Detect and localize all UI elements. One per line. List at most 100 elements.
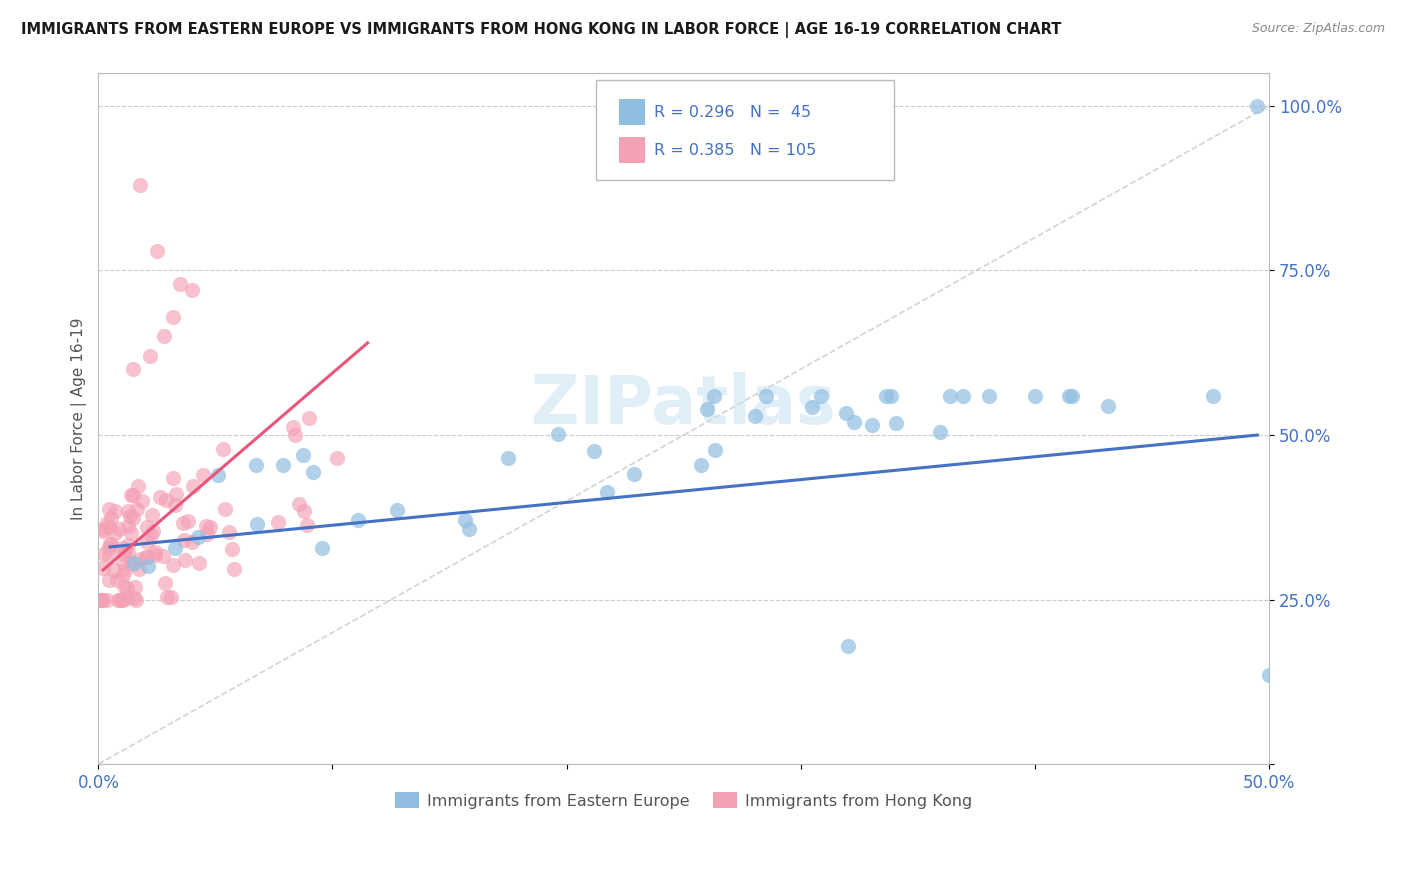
Text: Source: ZipAtlas.com: Source: ZipAtlas.com	[1251, 22, 1385, 36]
Point	[844, 415, 866, 429]
Text: R = 0.385   N = 105: R = 0.385 N = 105	[654, 143, 817, 158]
Point	[91, 524, 114, 538]
Point	[107, 592, 129, 607]
Point	[100, 537, 122, 551]
Point	[800, 401, 823, 415]
Point	[195, 526, 218, 541]
Point	[181, 283, 204, 297]
Point	[117, 504, 139, 518]
Point	[165, 498, 187, 512]
Point	[835, 406, 858, 420]
Text: ZIPatlas: ZIPatlas	[531, 372, 837, 438]
Point	[292, 504, 315, 518]
Point	[131, 494, 153, 508]
Point	[136, 535, 159, 549]
Point	[122, 362, 145, 376]
Point	[141, 528, 163, 542]
Point	[162, 310, 184, 324]
Point	[108, 522, 131, 536]
Point	[135, 549, 157, 564]
Point	[181, 479, 204, 493]
Y-axis label: In Labor Force | Age 16-19: In Labor Force | Age 16-19	[72, 318, 87, 520]
Bar	[619, 136, 645, 163]
Point	[117, 546, 139, 560]
Point	[155, 492, 177, 507]
Point	[288, 497, 311, 511]
Point	[297, 518, 319, 533]
Point	[1097, 399, 1119, 413]
Point	[169, 277, 191, 291]
Point	[875, 388, 897, 402]
Point	[97, 541, 120, 555]
Text: R = 0.296   N =  45: R = 0.296 N = 45	[654, 105, 811, 120]
Point	[156, 590, 179, 604]
Point	[696, 401, 718, 416]
Point	[496, 451, 519, 466]
Point	[153, 576, 176, 591]
Point	[547, 427, 569, 442]
Point	[90, 592, 112, 607]
Point	[1246, 99, 1268, 113]
Point	[1062, 388, 1084, 402]
Point	[97, 549, 120, 563]
Point	[837, 639, 859, 653]
Point	[207, 467, 229, 482]
Point	[105, 574, 128, 588]
Point	[454, 513, 477, 527]
Point	[122, 511, 145, 525]
Point	[122, 556, 145, 570]
Point	[108, 592, 131, 607]
Point	[860, 418, 883, 433]
Point	[162, 471, 184, 485]
Point	[952, 388, 974, 402]
Point	[145, 544, 167, 558]
Point	[104, 526, 127, 541]
Point	[623, 467, 645, 481]
Point	[703, 388, 725, 402]
Point	[120, 526, 142, 541]
Point	[93, 547, 115, 561]
Point	[136, 519, 159, 533]
Point	[326, 451, 349, 466]
Point	[245, 458, 267, 472]
Point	[174, 553, 197, 567]
Point	[291, 448, 314, 462]
Point	[96, 592, 118, 607]
Point	[97, 573, 120, 587]
Point	[136, 558, 159, 573]
Point	[302, 466, 325, 480]
Point	[117, 538, 139, 552]
Point	[977, 388, 1000, 402]
Point	[103, 562, 125, 576]
Point	[125, 592, 148, 607]
Point	[146, 244, 169, 258]
Point	[114, 564, 136, 578]
Point	[744, 409, 766, 424]
Point	[127, 479, 149, 493]
Point	[143, 548, 166, 562]
Point	[172, 516, 194, 530]
Point	[100, 511, 122, 525]
Point	[271, 458, 294, 472]
Point	[149, 491, 172, 505]
Point	[267, 515, 290, 529]
Point	[141, 508, 163, 522]
Point	[880, 388, 903, 402]
Point	[346, 513, 368, 527]
Point	[110, 592, 132, 607]
Point	[173, 533, 195, 548]
Point	[96, 516, 118, 531]
Point	[188, 557, 211, 571]
Point	[114, 544, 136, 558]
Point	[111, 592, 134, 607]
Point	[458, 522, 481, 536]
Point	[193, 468, 215, 483]
Point	[1024, 388, 1046, 402]
Point	[884, 416, 907, 430]
Point	[124, 580, 146, 594]
Point	[91, 522, 114, 536]
Point	[120, 509, 142, 524]
Point	[221, 542, 243, 557]
Point	[129, 551, 152, 566]
Point	[153, 329, 176, 343]
